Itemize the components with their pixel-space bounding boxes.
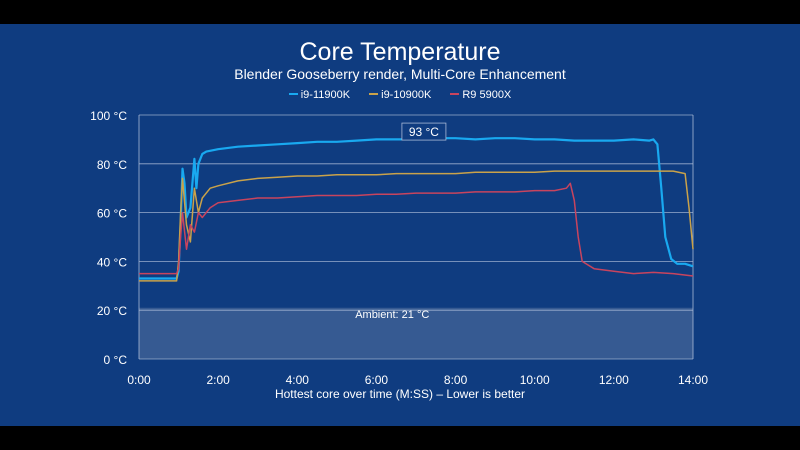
x-tick-label: 12:00	[599, 373, 629, 387]
ambient-annotation-label: Ambient: 21 °C	[355, 309, 429, 321]
peak-annotation-box	[401, 122, 447, 141]
y-tick-label: 0 °C	[104, 353, 128, 367]
chart-title: Core Temperature	[299, 38, 501, 66]
x-tick-label: 0:00	[127, 373, 151, 387]
legend-label-r9-5900x: R9 5900X	[462, 89, 512, 101]
x-tick-label: 6:00	[365, 373, 389, 387]
legend-item-i9-11900k: i9-11900K	[288, 88, 351, 102]
legend-swatch-r9-5900x	[450, 93, 460, 96]
series-line-r9-5900x	[139, 182, 694, 277]
grid-layer	[138, 114, 694, 360]
legend-label-i9-10900k: i9-10900K	[381, 89, 432, 101]
series-layer	[139, 137, 694, 282]
y-tick-label: 60 °C	[97, 207, 127, 221]
y-tick-label: 40 °C	[97, 255, 127, 269]
x-tick-label: 2:00	[206, 373, 230, 387]
chart-subtitle: Blender Gooseberry render, Multi-Core En…	[234, 66, 566, 82]
x-tick-label: 10:00	[520, 373, 550, 387]
x-tick-label: 8:00	[444, 373, 468, 387]
legend-swatch-i9-10900k	[369, 93, 379, 96]
x-axis-label: Hottest core over time (M:SS) – Lower is…	[274, 387, 526, 401]
axes-layer: 0 °C 20 °C 40 °C 60 °C 80 °C 100 °C 0:00 2:00 4:…	[90, 109, 708, 387]
y-tick-label: 80 °C	[97, 158, 127, 172]
annotation-layer: 93 °C Ambient: 21 °C	[355, 122, 447, 321]
series-line-i9-10900k	[139, 170, 694, 282]
legend-item-i9-10900k: i9-10900K	[369, 88, 431, 102]
ambient-layer	[139, 307, 693, 359]
legend-label-i9-11900k: i9-11900K	[300, 89, 351, 101]
legend-item-r9-5900x: R9 5900X	[450, 88, 511, 102]
y-tick-label: 100 °C	[90, 109, 127, 123]
x-tick-label: 4:00	[286, 373, 310, 387]
x-tick-label: 14:00	[678, 373, 708, 387]
ambient-band	[139, 307, 693, 359]
series-line-i9-11900k	[139, 137, 694, 280]
y-tick-label: 20 °C	[97, 304, 127, 318]
chart-legend: i9-11900K i9-10900K R9 5900X	[0, 88, 800, 102]
legend-swatch-i9-11900k	[288, 93, 298, 96]
peak-annotation-label: 93 °C	[409, 125, 439, 139]
